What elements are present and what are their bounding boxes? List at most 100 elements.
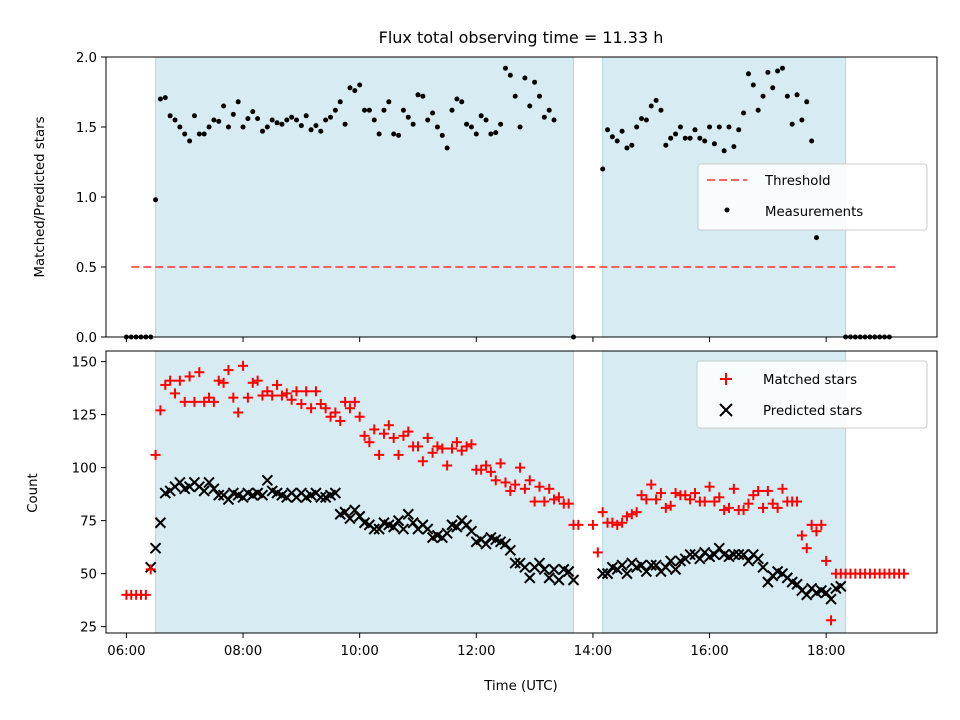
matched-star-point bbox=[189, 396, 200, 407]
matched-star-point bbox=[519, 483, 530, 494]
measurement-point bbox=[648, 103, 654, 109]
predicted-star-point bbox=[762, 576, 774, 588]
measurement-point bbox=[182, 131, 188, 137]
chart-title: Flux total observing time = 11.33 h bbox=[379, 28, 664, 47]
matched-star-point bbox=[165, 375, 176, 386]
measurement-point bbox=[357, 82, 363, 88]
matched-star-point bbox=[354, 411, 365, 422]
legend-measurements-label: Measurements bbox=[765, 205, 863, 220]
predicted-star-point bbox=[509, 557, 521, 569]
predicted-star-point bbox=[601, 567, 614, 580]
matched-star-point bbox=[490, 475, 501, 486]
measurement-point bbox=[653, 97, 659, 103]
matched-star-point bbox=[296, 399, 307, 410]
measurement-point bbox=[464, 121, 470, 127]
matched-star-point bbox=[432, 441, 443, 452]
measurement-point bbox=[201, 131, 207, 137]
predicted-star-point bbox=[504, 544, 517, 557]
matched-star-point bbox=[685, 494, 696, 505]
matched-star-point bbox=[378, 428, 389, 439]
predicted-star-point bbox=[645, 559, 657, 571]
measurement-point bbox=[813, 235, 819, 241]
measurement-point bbox=[541, 114, 547, 120]
predicted-star-point bbox=[441, 527, 453, 540]
predicted-star-point bbox=[422, 523, 434, 535]
measurement-point bbox=[789, 121, 795, 127]
measurement-point bbox=[639, 116, 645, 122]
matched-star-point bbox=[505, 485, 516, 496]
measurement-point bbox=[668, 135, 674, 141]
bottom-y-axis-label: Count bbox=[26, 473, 41, 513]
matched-star-point bbox=[544, 483, 555, 494]
measurement-point bbox=[517, 124, 523, 130]
measurement-point bbox=[765, 69, 771, 75]
matched-star-point bbox=[412, 441, 423, 452]
matched-star-point bbox=[174, 375, 185, 386]
measurement-point bbox=[634, 124, 640, 130]
matched-star-point bbox=[898, 568, 909, 579]
measurement-point bbox=[410, 121, 416, 127]
predicted-star-point bbox=[733, 548, 745, 561]
top-y-tick-label: 0.5 bbox=[76, 261, 97, 276]
measurement-point bbox=[507, 72, 513, 78]
measurement-point bbox=[673, 131, 679, 137]
bottom-y-tick-label: 100 bbox=[72, 462, 97, 477]
predicted-star-point bbox=[621, 567, 633, 580]
measurement-point bbox=[736, 127, 742, 133]
matched-star-point bbox=[272, 379, 283, 390]
predicted-star-point bbox=[261, 474, 274, 487]
matched-star-point bbox=[247, 377, 258, 388]
measurement-point bbox=[663, 142, 669, 148]
measurement-point bbox=[221, 103, 227, 109]
top-y-axis: 0.0 0.5 1.0 1.5 2.0 bbox=[76, 51, 106, 346]
predicted-star-point bbox=[664, 555, 677, 567]
matched-star-point bbox=[728, 483, 739, 494]
measurement-point bbox=[289, 114, 295, 120]
measurement-point bbox=[799, 117, 805, 123]
matched-star-point bbox=[447, 443, 458, 454]
matched-star-point bbox=[587, 519, 598, 530]
measurement-point bbox=[230, 111, 236, 117]
measurement-point bbox=[473, 131, 479, 137]
measurement-point bbox=[308, 127, 314, 133]
measurement-point bbox=[177, 124, 183, 130]
predicted-star-point bbox=[349, 504, 361, 516]
measurement-point bbox=[459, 99, 465, 105]
matched-star-point bbox=[286, 394, 297, 405]
matched-star-point bbox=[704, 481, 715, 492]
measurement-point bbox=[551, 117, 557, 123]
measurement-point bbox=[546, 107, 552, 113]
bottom-x-tick-label: 10:00 bbox=[341, 644, 379, 659]
matched-star-point bbox=[510, 479, 521, 490]
matched-star-point bbox=[631, 507, 642, 518]
measurement-point bbox=[600, 166, 606, 172]
matched-star-point bbox=[660, 502, 671, 513]
matched-star-point bbox=[641, 494, 652, 505]
predicted-star-point bbox=[757, 561, 769, 573]
measurement-point bbox=[430, 110, 436, 116]
predicted-star-point bbox=[669, 563, 682, 576]
measurement-point bbox=[454, 96, 460, 102]
measurement-point bbox=[196, 131, 202, 137]
matched-star-point bbox=[670, 488, 681, 499]
predicted-star-point bbox=[397, 523, 410, 535]
matched-star-point bbox=[655, 488, 666, 499]
measurement-point bbox=[605, 127, 611, 133]
matched-star-point bbox=[626, 509, 637, 520]
measurement-point bbox=[167, 113, 173, 119]
bottom-x-tick-label: 12:00 bbox=[457, 644, 495, 659]
predicted-star-point bbox=[835, 580, 847, 593]
matched-star-point bbox=[223, 365, 234, 376]
matched-star-point bbox=[194, 367, 205, 378]
bottom-y-tick-label: 125 bbox=[72, 409, 97, 424]
predicted-star-point bbox=[203, 476, 215, 489]
measurement-point bbox=[707, 124, 713, 130]
measurement-point bbox=[381, 107, 387, 113]
matched-star-point bbox=[140, 589, 151, 600]
predicted-star-point bbox=[650, 559, 662, 571]
measurement-point bbox=[784, 93, 790, 99]
predicted-star-point bbox=[596, 567, 609, 580]
measurement-point bbox=[332, 107, 338, 113]
predicted-star-point bbox=[213, 489, 225, 501]
measurement-point bbox=[750, 82, 756, 88]
